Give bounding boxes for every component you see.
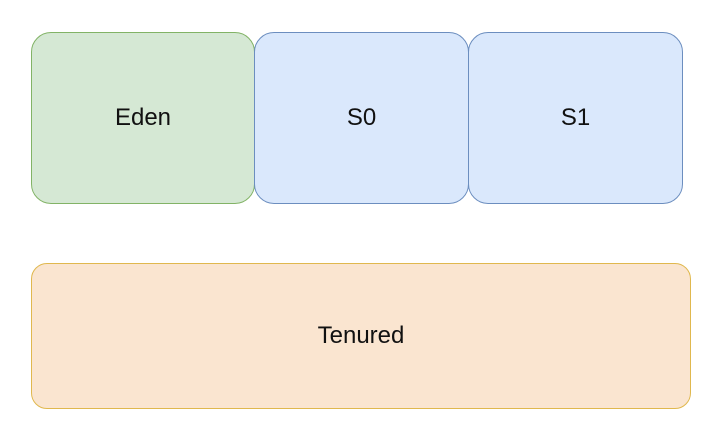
eden-block: Eden [31,32,255,204]
tenured-label: Tenured [317,322,405,349]
survivor-s1-block: S1 [468,32,683,204]
tenured-block: Tenured [31,263,691,409]
s1-label: S1 [560,104,591,131]
survivor-s0-block: S0 [254,32,469,204]
s0-label: S0 [346,104,377,131]
eden-label: Eden [114,104,172,131]
